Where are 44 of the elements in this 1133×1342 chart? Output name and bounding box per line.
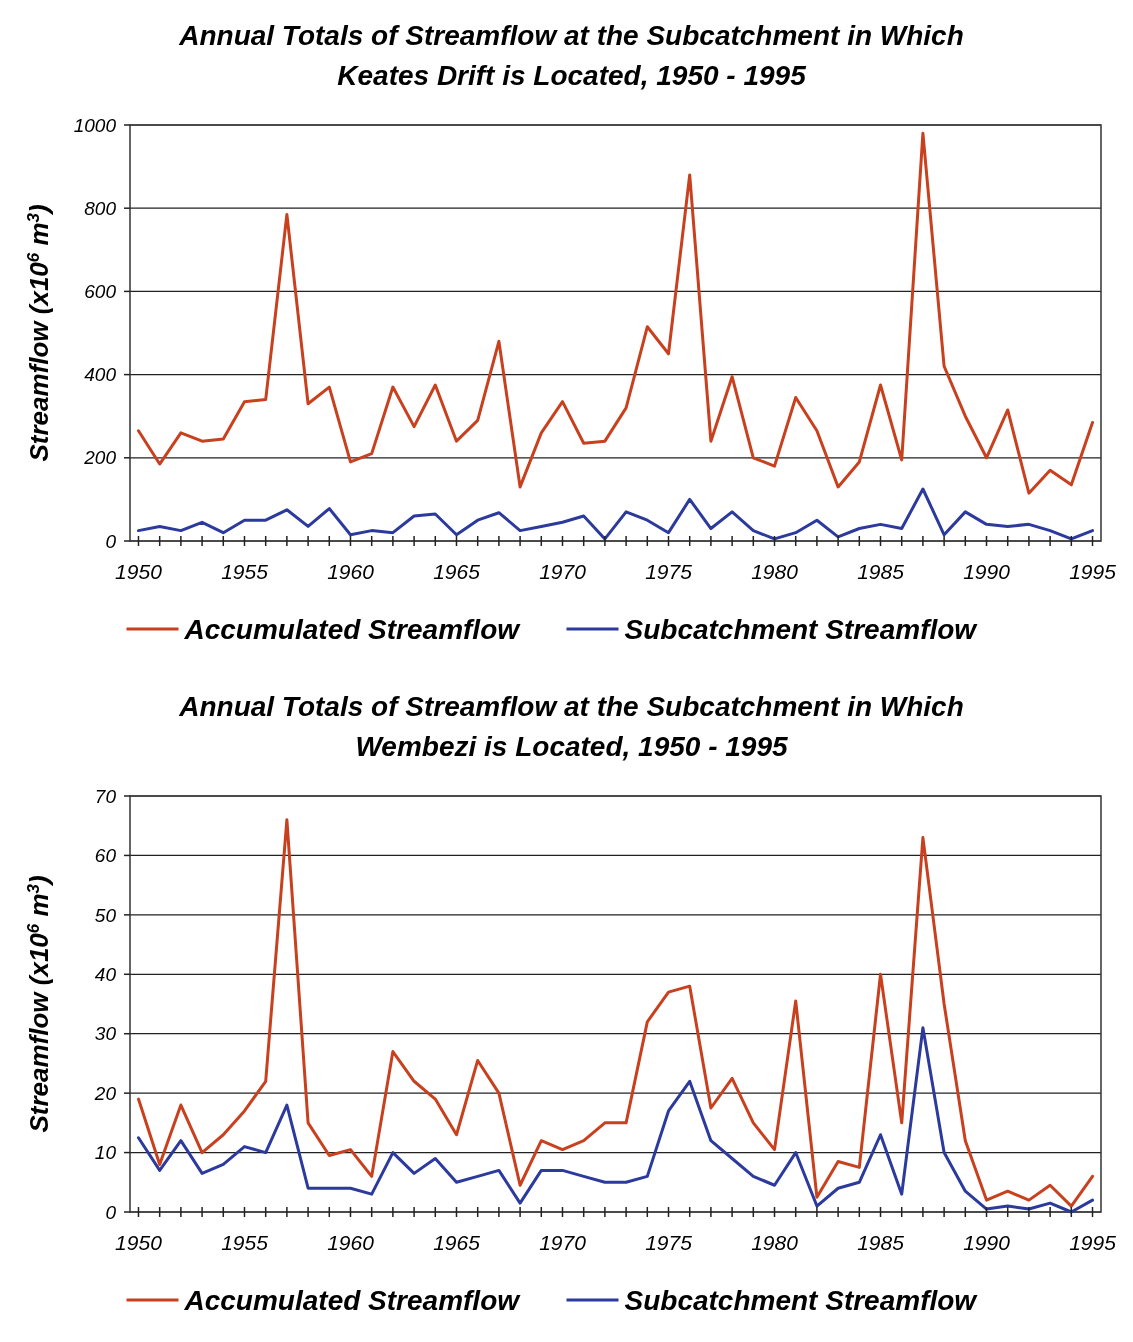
x-tick-label: 1980 [751,1231,799,1254]
x-tick-label: 1985 [857,560,905,583]
legend-label: Subcatchment Streamflow [624,1284,979,1316]
line-series [136,487,1095,541]
y-tick-label: 800 [84,197,117,219]
y-tick-label: 10 [94,1142,117,1164]
legend-label: Accumulated Streamflow [183,1284,522,1316]
x-tick-label: 1995 [1069,1231,1117,1254]
x-tick-label: 1965 [433,560,481,583]
x-tick-label: 1995 [1069,560,1117,583]
y-tick-label: 70 [94,785,117,807]
x-tick-label: 1955 [221,560,269,583]
y-tick-label: 1000 [73,114,117,136]
y-tick-label: 40 [94,963,117,985]
y-tick-label: 20 [93,1082,117,1104]
line-series [136,818,1095,1208]
x-tick-label: 1975 [645,560,693,583]
x-tick-label: 1990 [963,1231,1011,1254]
x-tick-label: 1970 [539,560,587,583]
x-tick-label: 1985 [857,1231,905,1254]
x-tick-label: 1960 [327,1231,375,1254]
x-tick-label: 1975 [645,1231,693,1254]
y-tick-label: 600 [84,281,117,303]
y-tick-label: 400 [84,364,117,386]
y-tick-label: 200 [83,447,117,469]
x-tick-label: 1980 [751,560,799,583]
line-series [136,1026,1095,1214]
x-tick-label: 1950 [115,560,163,583]
x-tick-label: 1990 [963,560,1011,583]
legend-label: Subcatchment Streamflow [624,613,979,645]
x-tick-label: 1950 [115,1231,163,1254]
x-tick-label: 1965 [433,1231,481,1254]
y-tick-label: 0 [105,1201,117,1223]
x-tick-label: 1955 [221,1231,269,1254]
x-tick-label: 1960 [327,560,375,583]
chart-title: Annual Totals of Streamflow at the Subcatchment in Which Wembezi is Located, 1950 - 1995 [178,691,964,762]
y-tick-label: 30 [94,1023,117,1045]
legend-label: Accumulated Streamflow [183,613,522,645]
y-tick-label: 0 [105,530,117,552]
y-tick-label: 60 [94,845,117,867]
x-tick-label: 1970 [539,1231,587,1254]
y-tick-label: 50 [94,904,117,926]
chart-title: Annual Totals of Streamflow at the Subcatchment in Which Keates Drift is Located, 1950 - 1995 [178,20,964,91]
line-series [136,131,1095,495]
